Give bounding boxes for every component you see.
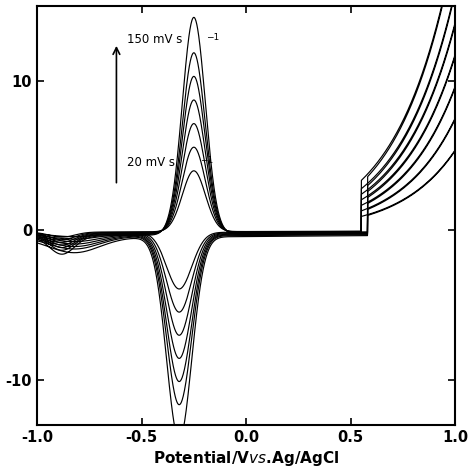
Text: −1: −1 (200, 155, 213, 164)
Text: 150 mV s: 150 mV s (127, 33, 182, 46)
Text: 20 mV s: 20 mV s (127, 155, 175, 168)
Text: −1: −1 (206, 33, 219, 42)
X-axis label: Potential/V$\it{vs}$.Ag/AgCl: Potential/V$\it{vs}$.Ag/AgCl (153, 449, 339, 468)
